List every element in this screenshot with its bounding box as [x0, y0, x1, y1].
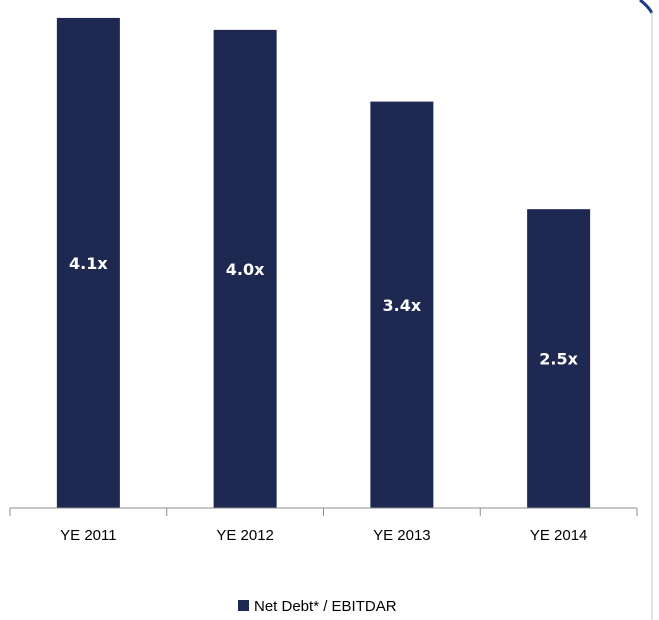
x-tick-label: YE 2011 [60, 527, 116, 544]
bar-ye-2014 [527, 209, 591, 509]
x-tick-label: YE 2014 [530, 527, 588, 544]
corner-accent [639, 0, 654, 14]
bar-ye-2011 [56, 17, 120, 508]
legend-swatch [238, 600, 249, 611]
bar-ye-2012 [213, 29, 277, 508]
data-label: 4.0x [226, 260, 265, 279]
data-label: 3.4x [383, 296, 422, 315]
legend-label: Net Debt* / EBITDAR [254, 598, 397, 615]
data-label: 4.1x [69, 254, 108, 273]
x-tick-label: YE 2013 [373, 527, 431, 544]
x-tick-label: YE 2012 [216, 527, 274, 544]
bar-ye-2013 [370, 101, 434, 508]
data-label: 2.5x [539, 350, 578, 369]
